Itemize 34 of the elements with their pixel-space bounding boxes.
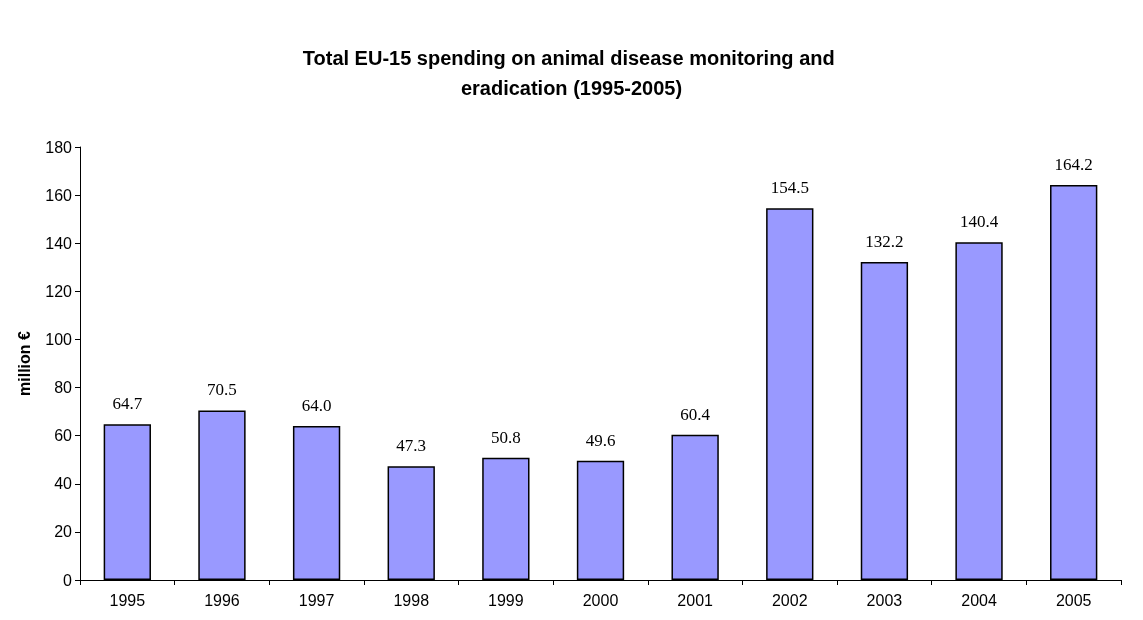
x-tick-label: 2005 <box>1055 591 1092 609</box>
data-label: 70.5 <box>207 380 237 400</box>
x-tick-label: 2004 <box>961 591 997 609</box>
y-tick-label: 100 <box>45 330 73 348</box>
data-label: 64.7 <box>112 394 143 414</box>
y-tick-label: 180 <box>45 138 73 156</box>
data-label: 132.2 <box>865 231 904 251</box>
x-tick-label: 1997 <box>298 591 335 609</box>
x-tick-label: 1995 <box>109 591 146 609</box>
y-tick-label: 20 <box>54 523 73 541</box>
x-tick-label: 2000 <box>582 591 619 609</box>
x-tick-label: 2001 <box>677 591 714 609</box>
data-label: 50.8 <box>490 427 521 447</box>
y-tick-label: 160 <box>45 186 73 204</box>
data-label: 140.4 <box>959 212 999 232</box>
data-label: 49.6 <box>585 430 616 450</box>
x-tick-label: 2003 <box>866 591 903 609</box>
y-tick-label: 40 <box>54 475 73 493</box>
y-tick-label: 120 <box>45 282 73 300</box>
data-label: 60.4 <box>680 404 711 424</box>
y-tick-label: 140 <box>45 234 73 252</box>
data-label: 154.5 <box>770 178 809 198</box>
x-tick-label: 2002 <box>771 591 808 609</box>
data-label: 64.0 <box>301 396 332 416</box>
y-tick-label: 80 <box>54 379 73 397</box>
y-axis-title: million € <box>15 330 33 396</box>
y-tick-label: 0 <box>63 571 73 589</box>
x-tick-label: 1996 <box>204 591 240 609</box>
data-label: 164.2 <box>1054 155 1093 175</box>
data-label: 47.3 <box>396 436 427 456</box>
x-tick-label: 1999 <box>488 591 524 609</box>
chart-title: Total EU-15 spending on animal disease monitoring and eradication (1995-2005) <box>302 47 841 99</box>
x-tick-label: 1998 <box>393 591 430 609</box>
y-tick-label: 60 <box>54 427 73 445</box>
